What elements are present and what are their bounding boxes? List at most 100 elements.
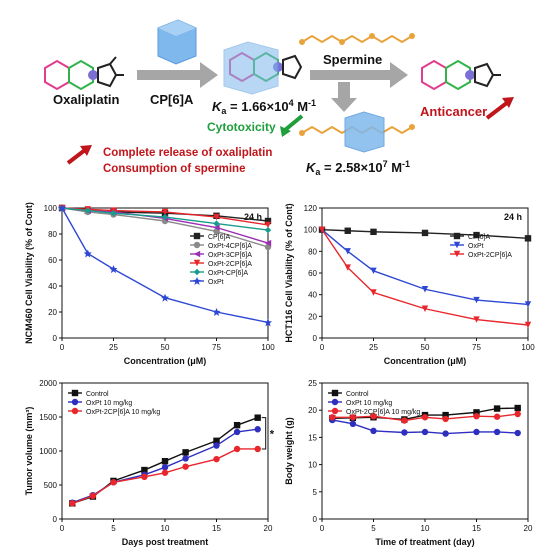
cp6a-host-icon [157, 19, 197, 65]
data-point [233, 421, 241, 429]
legend: CP[6]A OxPt-4CP[6]A OxPt-3CP[6]A OxPt-2CP[6… [190, 232, 252, 286]
x-tick-label: 50 [421, 343, 430, 352]
y-tick-label: 0 [53, 334, 58, 343]
legend-label: OxPt 10 mg/kg [346, 400, 392, 407]
significance-star: * [270, 428, 275, 440]
series-line [321, 229, 529, 306]
legend-label: OxPt 10 mg/kg [86, 400, 132, 407]
data-point [421, 286, 429, 293]
data-point [161, 469, 169, 476]
x-tick-label: 75 [212, 343, 221, 352]
legend-marker [193, 250, 201, 258]
anticancer-arrow-icon [485, 97, 514, 120]
data-point [264, 318, 272, 327]
data-point [84, 207, 91, 214]
legend: CP[6]A OxPt OxPt-2CP[6]A [450, 232, 512, 259]
x-tick-label: 20 [264, 524, 273, 533]
data-point [161, 208, 169, 216]
data-point [514, 410, 521, 418]
data-point [473, 316, 480, 323]
legend-marker [193, 268, 201, 276]
y-tick-label: 80 [308, 247, 317, 256]
legend-label: OxPt [468, 243, 484, 250]
body-weight-chart: 0 5 10 15 20 0 5 10 15 20 25 Time of treatment (day… [284, 379, 533, 547]
anticancer-label: Anticancer [420, 104, 487, 119]
data-point [349, 414, 357, 421]
note-arrow-icon [66, 145, 92, 165]
series-line [321, 229, 529, 326]
x-axis-label: Time of treatment (day) [375, 537, 474, 547]
data-point [213, 220, 220, 227]
y-tick-label: 20 [308, 406, 317, 415]
data-point [473, 409, 480, 416]
y-tick-label: 500 [44, 481, 58, 490]
data-point [493, 405, 501, 412]
legend-label: OxPt-3CP[6]A [208, 252, 252, 259]
x-tick-label: 0 [60, 343, 65, 352]
x-tick-label: 10 [421, 524, 430, 533]
x-tick-label: 0 [320, 524, 325, 533]
data-point [213, 213, 220, 221]
note-line-1: Complete release of oxaliplatin [103, 147, 272, 159]
reaction-arrow-2 [310, 62, 408, 88]
oxaliplatin-label: Oxaliplatin [53, 92, 120, 107]
complex-icon [223, 41, 303, 95]
legend-label: Control [86, 391, 109, 398]
x-tick-label: 0 [60, 524, 65, 533]
legend-marker [453, 232, 461, 240]
data-point [524, 235, 532, 242]
y-tick-label: 15 [308, 433, 317, 442]
chart-title: 24 h [504, 212, 522, 222]
data-point [370, 267, 377, 275]
data-point [421, 305, 429, 312]
series-1 [69, 426, 261, 506]
data-point [83, 249, 92, 258]
x-tick-label: 25 [369, 343, 378, 352]
oxaliplatin-molecule-icon [44, 56, 124, 91]
y-axis-label: NCM460 Cell Viability (% of Cont) [24, 202, 34, 344]
legend-label: Control [346, 391, 369, 398]
data-point [233, 445, 241, 453]
y-tick-label: 20 [48, 308, 57, 317]
legend-marker [193, 241, 201, 249]
data-point [442, 430, 449, 437]
y-tick-label: 40 [48, 282, 57, 291]
data-point [89, 492, 97, 500]
data-point [473, 296, 480, 304]
data-point [442, 415, 449, 423]
data-point [161, 213, 169, 221]
data-point [110, 210, 117, 217]
legend-label: OxPt-CP[6]A [208, 270, 248, 277]
legend-marker [331, 389, 339, 397]
y-tick-label: 80 [48, 230, 57, 239]
spermine-chain-icon [299, 33, 415, 45]
series-2 [329, 410, 521, 424]
x-tick-label: 0 [320, 343, 325, 352]
legend-marker [71, 398, 79, 406]
legend-marker [193, 259, 201, 267]
x-tick-label: 25 [109, 343, 118, 352]
legend-label: CP[6]A [468, 234, 491, 241]
legend-label: OxPt-2CP[6]A [208, 261, 252, 268]
data-point [110, 479, 117, 486]
data-point [421, 229, 429, 237]
y-tick-label: 100 [304, 226, 318, 235]
reaction-arrow-down [331, 82, 357, 112]
legend-label: OxPt [208, 279, 224, 286]
data-point [370, 289, 377, 296]
data-point [213, 455, 220, 463]
data-point [473, 231, 480, 239]
tumor-volume-chart: 0 5 10 15 20 0 500 1000 1500 2000 Days post treatm… [24, 379, 275, 547]
data-point [344, 227, 351, 234]
data-point [109, 265, 118, 274]
data-point [514, 404, 521, 412]
y-axis-label: HCT116 Cell Viability (% of Cont) [284, 203, 294, 342]
legend-marker [331, 398, 339, 406]
data-point [254, 426, 261, 433]
data-point [349, 420, 357, 427]
data-point [264, 226, 272, 234]
data-point [213, 437, 220, 444]
y-tick-label: 120 [304, 204, 318, 213]
legend-marker [71, 389, 79, 397]
y-tick-label: 20 [308, 312, 317, 321]
